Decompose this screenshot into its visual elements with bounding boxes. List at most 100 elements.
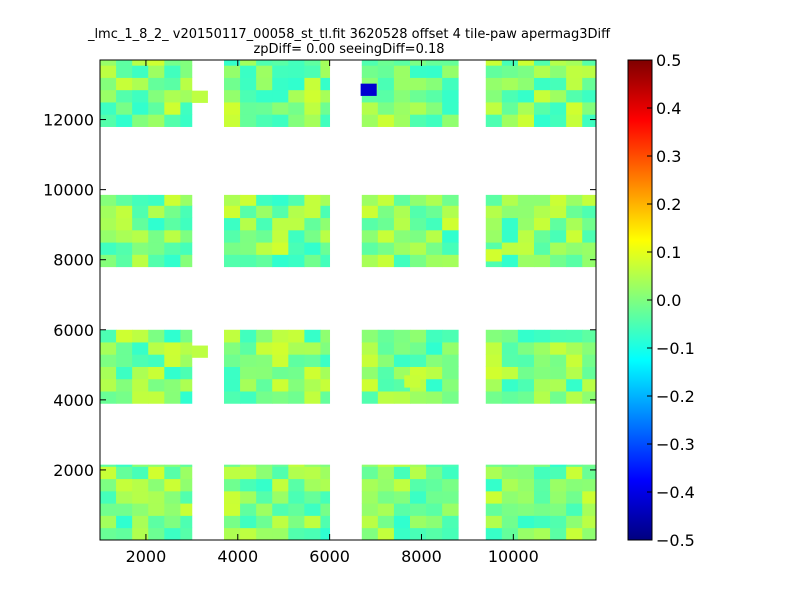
heatmap-cell [410, 254, 427, 268]
heatmap-cell [240, 102, 257, 115]
heatmap-cell [485, 60, 503, 66]
heatmap-cell [410, 60, 427, 66]
heatmap-cell [426, 217, 443, 231]
heatmap-cell [256, 89, 273, 103]
heatmap-cell [426, 77, 443, 91]
heatmap-cell [582, 194, 596, 206]
heatmap-cell [377, 60, 395, 66]
heatmap-cell [534, 217, 551, 231]
heatmap-cell [320, 65, 331, 78]
heatmap-cell [501, 490, 519, 504]
heatmap-cell [517, 527, 535, 540]
heatmap-cell [534, 342, 551, 355]
heatmap-cell [304, 366, 321, 380]
heatmap-cell [501, 254, 519, 268]
heatmap-cell [393, 503, 411, 516]
heatmap-cell [164, 342, 181, 355]
heatmap-cell [224, 342, 241, 355]
heatmap-cell [566, 102, 583, 115]
heatmap-cell [320, 527, 331, 540]
heatmap-cell [256, 391, 273, 404]
heatmap-cell [410, 217, 427, 231]
heatmap-cell [566, 77, 583, 91]
heatmap-cell [304, 217, 321, 231]
heatmap-cell [320, 464, 331, 467]
heatmap-cell [361, 503, 379, 516]
heatmap-cell [164, 527, 181, 540]
heatmap-cell [320, 342, 331, 355]
heatmap-cell [132, 342, 149, 355]
heatmap-cell [377, 89, 395, 103]
heatmap-cell [320, 478, 331, 492]
heatmap-cell [442, 254, 459, 268]
heatmap-cell [582, 242, 596, 255]
heatmap-cell [550, 464, 567, 467]
heatmap-cell [377, 102, 395, 115]
heatmap-cell [550, 466, 567, 480]
heatmap-cell [550, 114, 567, 127]
heatmap-cell [164, 515, 181, 529]
heatmap-cell [256, 194, 273, 206]
heatmap-cell [550, 194, 567, 206]
heatmap-cell [501, 102, 519, 115]
heatmap-cell [393, 466, 411, 480]
heatmap-cell [517, 490, 535, 504]
heatmap-cell [164, 378, 181, 392]
heatmap-cell [410, 77, 427, 91]
heatmap-cell [361, 478, 379, 492]
heatmap-cell [224, 194, 241, 206]
heatmap-cell [100, 242, 117, 255]
heatmap-cell [288, 503, 305, 516]
heatmap-cell [517, 354, 535, 367]
heatmap-cell [361, 114, 379, 127]
heatmap-cell [442, 217, 459, 231]
heatmap-cell [442, 102, 459, 115]
heatmap-cell [517, 77, 535, 91]
heatmap-cell [256, 366, 273, 380]
heatmap-cell [377, 205, 395, 219]
heatmap-cell [132, 102, 149, 115]
heatmap-cell [377, 65, 395, 78]
heatmap-cell [550, 515, 567, 529]
heatmap-cell [393, 490, 411, 504]
heatmap-cell [426, 366, 443, 380]
heatmap-cell [485, 342, 503, 355]
heatmap-cell [304, 194, 321, 206]
heatmap-cell [288, 217, 305, 231]
heatmap-cell [566, 217, 583, 231]
heatmap-cell [224, 527, 241, 540]
heatmap-cell [485, 466, 503, 480]
heatmap-cell [256, 478, 273, 492]
heatmap-cell [224, 490, 241, 504]
heatmap-cell [272, 478, 289, 492]
heatmap-cell [164, 254, 181, 268]
colorbar-tick-label: 0.1 [656, 243, 681, 262]
heatmap-cell [304, 65, 321, 78]
heatmap-cell [517, 114, 535, 127]
heatmap-cell [320, 490, 331, 504]
heatmap-cell [224, 354, 241, 367]
heatmap-cell [288, 527, 305, 540]
heatmap-cell [180, 354, 193, 367]
heatmap-cell [304, 342, 321, 355]
heatmap-cell [426, 515, 443, 529]
heatmap-cell [361, 217, 379, 231]
heatmap-cell [410, 194, 427, 206]
heatmap-cell [534, 329, 551, 343]
heatmap-cell [534, 229, 551, 243]
heatmap-cell [442, 464, 459, 467]
heatmap-cell [304, 229, 321, 243]
plot-frame [99, 59, 597, 541]
heatmap-cell [485, 329, 503, 343]
heatmap-cell [100, 466, 117, 480]
heatmap-cell [534, 490, 551, 504]
heatmap-cell [164, 229, 181, 243]
heatmap-cell [116, 77, 133, 91]
heatmap-cell [320, 466, 331, 480]
heatmap-cell [224, 65, 241, 78]
heatmap-cell [272, 77, 289, 91]
heatmap-cell [116, 229, 133, 243]
heatmap-cell [164, 503, 181, 516]
heatmap-cell [256, 205, 273, 219]
heatmap-cell [377, 329, 395, 343]
